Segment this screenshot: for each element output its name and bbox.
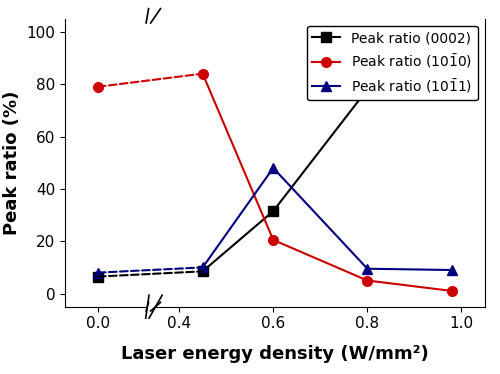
Peak ratio (10Ā0) bbox=[364, 278, 370, 283]
Peak ratio (0002) bbox=[200, 269, 205, 274]
Legend: Peak ratio (0002), Peak ratio (10$\bar{1}$0), Peak ratio (10$\bar{1}$1): Peak ratio (0002), Peak ratio (10$\bar{1… bbox=[307, 26, 478, 100]
Peak ratio (0002) bbox=[270, 209, 276, 213]
Peak ratio (10Ā1) bbox=[449, 268, 455, 272]
Y-axis label: Peak ratio (%): Peak ratio (%) bbox=[3, 91, 21, 235]
Peak ratio (10Ā0) bbox=[449, 289, 455, 293]
Peak ratio (10Ā0) bbox=[200, 71, 205, 76]
Peak ratio (10Ā1) bbox=[364, 267, 370, 271]
Line: Peak ratio (10Ā0): Peak ratio (10Ā0) bbox=[198, 69, 457, 296]
Line: Peak ratio (10Ā1): Peak ratio (10Ā1) bbox=[198, 163, 457, 275]
Peak ratio (10Ā0) bbox=[270, 238, 276, 242]
Line: Peak ratio (0002): Peak ratio (0002) bbox=[198, 40, 457, 276]
Peak ratio (0002) bbox=[449, 43, 455, 47]
Peak ratio (10Ā1) bbox=[200, 265, 205, 270]
Peak ratio (10Ā1) bbox=[270, 166, 276, 170]
Peak ratio (0002) bbox=[364, 87, 370, 92]
Text: Laser energy density (W/mm²): Laser energy density (W/mm²) bbox=[121, 345, 429, 363]
